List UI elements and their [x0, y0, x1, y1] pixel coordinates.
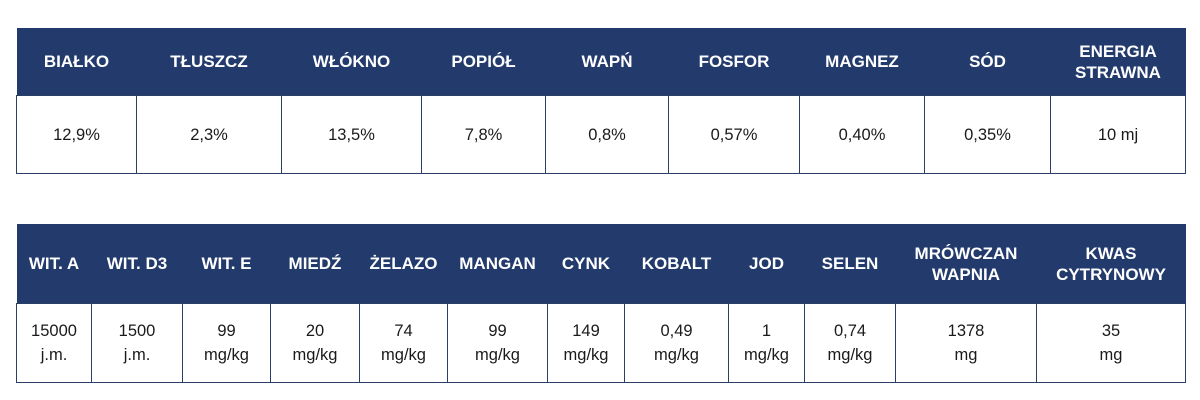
header-cell-sod: SÓD	[924, 28, 1051, 96]
value-cell-energia-strawna: 10 mj	[1050, 95, 1186, 174]
header-cell-selen: SELEN	[804, 224, 896, 304]
value-cell-miedz: 20 mg/kg	[270, 303, 360, 383]
value-cell-mangan: 99 mg/kg	[447, 303, 548, 383]
header-cell-miedz: MIEDŹ	[270, 224, 360, 304]
header-cell-zelazo: ŻELAZO	[359, 224, 448, 304]
nutrition-table-macros: BIAŁKO TŁUSZCZ WŁÓKNO POPIÓŁ WAPŃ FOSFOR…	[16, 28, 1186, 174]
header-cell-fosfor: FOSFOR	[668, 28, 800, 96]
value-cell-magnez: 0,40%	[799, 95, 925, 174]
header-cell-kobalt: KOBALT	[624, 224, 729, 304]
value-cell-popiol: 7,8%	[421, 95, 546, 174]
header-cell-popiol: POPIÓŁ	[421, 28, 546, 96]
nutrition-table-vitamins-minerals: WIT. A WIT. D3 WIT. E MIEDŹ ŻELAZO MANGA…	[16, 224, 1186, 383]
value-cell-sod: 0,35%	[924, 95, 1051, 174]
value-cell-wit-a: 15000 j.m.	[16, 303, 92, 383]
value-cell-kobalt: 0,49 mg/kg	[624, 303, 729, 383]
header-cell-jod: JOD	[728, 224, 805, 304]
value-cell-zelazo: 74 mg/kg	[359, 303, 448, 383]
value-cell-wapn: 0,8%	[545, 95, 669, 174]
table-header-row: WIT. A WIT. D3 WIT. E MIEDŹ ŻELAZO MANGA…	[16, 224, 1186, 304]
header-cell-wit-d3: WIT. D3	[91, 224, 183, 304]
header-cell-bialko: BIAŁKO	[16, 28, 137, 96]
value-cell-fosfor: 0,57%	[668, 95, 800, 174]
value-cell-wit-d3: 1500 j.m.	[91, 303, 183, 383]
value-cell-kwas-cytrynowy: 35 mg	[1036, 303, 1186, 383]
value-cell-bialko: 12,9%	[16, 95, 137, 174]
header-cell-cynk: CYNK	[547, 224, 625, 304]
value-cell-cynk: 149 mg/kg	[547, 303, 625, 383]
header-cell-kwas-cytrynowy: KWAS CYTRYNOWY	[1036, 224, 1186, 304]
value-cell-wlokno: 13,5%	[281, 95, 422, 174]
table-row: 12,9% 2,3% 13,5% 7,8% 0,8% 0,57% 0,40% 0…	[16, 95, 1186, 174]
value-cell-jod: 1 mg/kg	[728, 303, 805, 383]
value-cell-selen: 0,74 mg/kg	[804, 303, 896, 383]
header-cell-wit-a: WIT. A	[16, 224, 92, 304]
header-cell-mangan: MANGAN	[447, 224, 548, 304]
header-cell-wlokno: WŁÓKNO	[281, 28, 422, 96]
value-cell-tluszcz: 2,3%	[136, 95, 282, 174]
table-header-row: BIAŁKO TŁUSZCZ WŁÓKNO POPIÓŁ WAPŃ FOSFOR…	[16, 28, 1186, 96]
header-cell-wapn: WAPŃ	[545, 28, 669, 96]
header-cell-mrowczan-wapnia: MRÓWCZAN WAPNIA	[895, 224, 1037, 304]
table-row: 15000 j.m. 1500 j.m. 99 mg/kg 20 mg/kg 7…	[16, 303, 1186, 383]
value-cell-wit-e: 99 mg/kg	[182, 303, 271, 383]
header-cell-tluszcz: TŁUSZCZ	[136, 28, 282, 96]
header-cell-magnez: MAGNEZ	[799, 28, 925, 96]
value-cell-mrowczan-wapnia: 1378 mg	[895, 303, 1037, 383]
header-cell-wit-e: WIT. E	[182, 224, 271, 304]
header-cell-energia-strawna: ENERGIA STRAWNA	[1050, 28, 1186, 96]
